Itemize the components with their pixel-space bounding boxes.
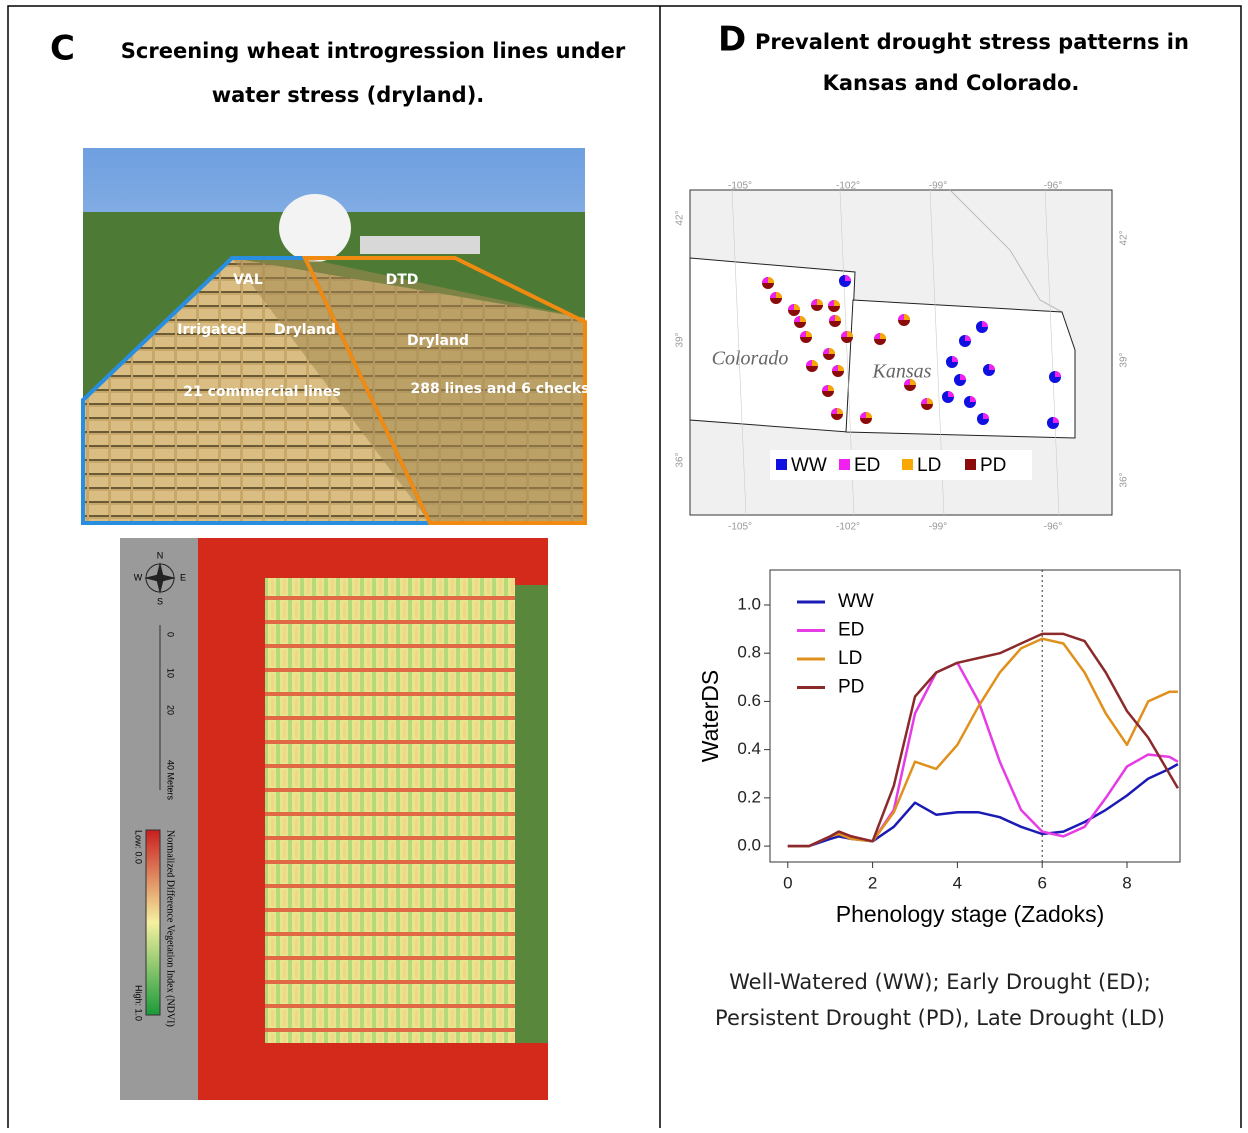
y-tick-label: 0.8 xyxy=(737,643,761,662)
x-axis-label: Phenology stage (Zadoks) xyxy=(836,901,1105,927)
y-tick-label: 0.0 xyxy=(737,836,761,855)
caption: Well-Watered (WW); Early Drought (ED); xyxy=(729,970,1151,994)
lat-label: 36° xyxy=(1119,472,1130,487)
lat-label: 42° xyxy=(1119,230,1130,245)
series-line xyxy=(788,639,1178,846)
x-tick-label: 2 xyxy=(868,873,877,892)
lon-label: -105° xyxy=(728,181,752,192)
lon-label: -105° xyxy=(728,522,752,533)
lon-label: -96° xyxy=(1044,181,1062,192)
compass-label: N xyxy=(157,550,164,560)
panel-title: Screening wheat introgression lines unde… xyxy=(121,39,626,63)
photo-label: Dryland xyxy=(407,333,469,349)
scale-label: 20 xyxy=(166,705,176,715)
compass-label: S xyxy=(157,596,163,606)
y-tick-label: 1.0 xyxy=(737,594,761,613)
compass-label: W xyxy=(134,572,143,582)
panel-title: water stress (dryland). xyxy=(212,83,485,107)
state-label: Colorado xyxy=(712,348,789,370)
lon-label: -96° xyxy=(1044,522,1062,533)
lat-label: 39° xyxy=(675,332,686,347)
legend-label: PD xyxy=(980,455,1006,476)
legend-label: LD xyxy=(838,648,862,669)
x-tick-label: 6 xyxy=(1037,873,1046,892)
photo-label: Irrigated xyxy=(177,322,247,338)
line-chart: 0.0 0.2 0.4 0.6 0.8 1.0 0 2 4 6 8 Phenology stage (… xyxy=(697,570,1180,927)
colorbar-title: Normalized Difference Vegetation Index (… xyxy=(165,830,176,1027)
lon-label: -102° xyxy=(836,522,860,533)
legend-swatch xyxy=(839,459,850,470)
lat-label: 42° xyxy=(675,210,686,225)
lat-label: 39° xyxy=(1119,352,1130,367)
panel-title: Kansas and Colorado. xyxy=(823,71,1080,95)
state-label: Kansas xyxy=(872,361,932,383)
figure: C Screening wheat introgression lines un… xyxy=(0,0,1248,1128)
y-tick-label: 0.4 xyxy=(737,739,761,758)
scale-label: 0 xyxy=(166,632,176,637)
compass-label: E xyxy=(180,572,186,582)
lat-label: 36° xyxy=(675,452,686,467)
panel-letter: C xyxy=(50,29,75,69)
scale-label: 10 xyxy=(166,668,176,678)
photo-label: 288 lines and 6 checks xyxy=(411,381,590,397)
lon-label: -99° xyxy=(929,522,947,533)
photo-label: Dryland xyxy=(274,322,336,338)
panel-letter: D xyxy=(718,20,746,60)
legend-label: PD xyxy=(838,677,864,698)
legend-swatch xyxy=(902,459,913,470)
legend-label: WW xyxy=(791,455,827,476)
photo-label: 21 commercial lines xyxy=(183,384,340,400)
ndvi-map xyxy=(120,538,548,1100)
y-tick-label: 0.2 xyxy=(737,787,761,806)
photo-label: VAL xyxy=(233,272,263,288)
photo-label: DTD xyxy=(386,272,419,288)
lon-label: -99° xyxy=(929,181,947,192)
scale-label: 40 Meters xyxy=(166,760,176,801)
plot-frame xyxy=(770,570,1180,862)
colorbar-label: High: 1.0 xyxy=(134,985,144,1021)
x-tick-label: 0 xyxy=(783,873,792,892)
legend-swatch xyxy=(776,459,787,470)
legend-label: ED xyxy=(838,620,864,641)
legend-label: ED xyxy=(854,455,880,476)
x-tick-label: 8 xyxy=(1122,873,1131,892)
y-tick-label: 0.6 xyxy=(737,691,761,710)
legend-swatch xyxy=(965,459,976,470)
legend-label: WW xyxy=(838,591,874,612)
x-tick-label: 4 xyxy=(953,873,962,892)
caption: Persistent Drought (PD), Late Drought (L… xyxy=(715,1006,1165,1030)
panel-title: Prevalent drought stress patterns in xyxy=(755,30,1189,54)
y-axis-label: WaterDS xyxy=(697,670,723,762)
colorbar-label: Low: 0.0 xyxy=(134,830,144,864)
lon-label: -102° xyxy=(836,181,860,192)
legend-label: LD xyxy=(917,455,941,476)
